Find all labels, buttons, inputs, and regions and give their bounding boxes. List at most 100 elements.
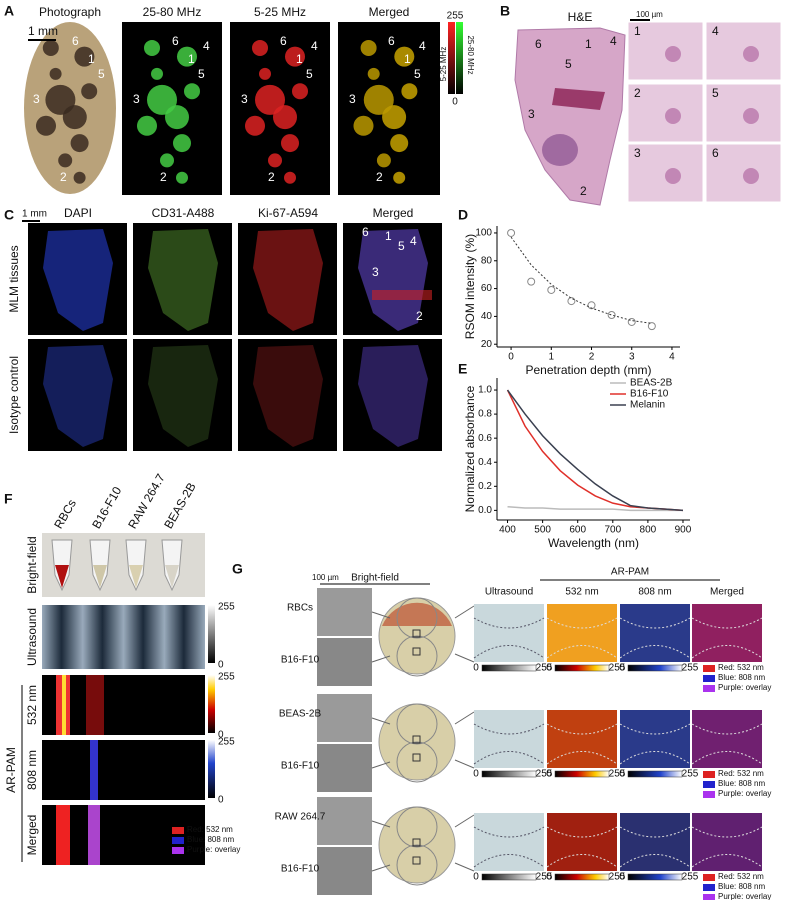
colorbar-min: 0	[452, 97, 458, 108]
row-label: Merged	[25, 815, 39, 856]
tube-content	[129, 565, 143, 588]
colorbar	[208, 605, 215, 663]
image	[620, 813, 690, 871]
legend-label: Red: 532 nm	[718, 872, 764, 881]
y-tick-label: 80	[481, 255, 493, 266]
legend-label: Red: 532 nm	[187, 825, 233, 834]
region-label: 3	[372, 265, 379, 279]
lesion	[353, 115, 374, 136]
region-label: 5	[398, 239, 405, 253]
region-label: 2	[268, 170, 275, 184]
roi	[412, 856, 421, 865]
x-tick-label: 800	[640, 525, 657, 536]
legend-label: Blue: 808 nm	[187, 835, 234, 844]
region-label: 5	[98, 67, 105, 81]
legend-swatch	[172, 837, 184, 844]
colorbar	[627, 873, 683, 881]
legend-swatch	[703, 685, 715, 692]
lesion	[176, 171, 188, 184]
data-point	[627, 317, 636, 326]
lesion	[36, 115, 56, 136]
lesion	[252, 39, 268, 56]
lesion	[255, 84, 285, 115]
colorbar-max: 255	[536, 872, 553, 883]
lesion	[173, 134, 191, 153]
colorbar-min: 0	[473, 663, 479, 674]
image	[692, 604, 762, 662]
tissue	[43, 229, 113, 331]
colorbar	[481, 873, 537, 881]
colorbar	[448, 22, 455, 94]
column-header: 25-80 MHz	[143, 5, 202, 19]
tissue	[358, 229, 428, 331]
scale-bar-label: 1 mm	[22, 209, 47, 220]
colorbar	[456, 22, 463, 94]
scale-bar-label: 100 µm	[312, 573, 339, 582]
y-axis-label: Normalized absorbance	[463, 385, 477, 512]
lesion	[74, 46, 95, 67]
x-tick-label: 1	[549, 352, 555, 363]
column-header: Merged	[373, 206, 414, 220]
lesion	[363, 84, 394, 115]
colorbar-min: 0	[473, 872, 479, 883]
image	[620, 710, 690, 768]
region-label: 4	[203, 39, 210, 53]
region-label: 6	[535, 37, 542, 51]
region-label: 1	[188, 52, 195, 66]
data-point	[607, 311, 616, 320]
roi	[412, 735, 421, 744]
he-detail	[743, 108, 759, 124]
y-tick-label: 0.2	[478, 481, 492, 492]
x-tick-label: 600	[569, 525, 586, 536]
lesion	[273, 105, 297, 130]
bright-field-image	[317, 588, 372, 636]
x-tick-label: 0	[508, 352, 514, 363]
legend-label: Red: 532 nm	[718, 663, 764, 672]
region-label: 3	[241, 92, 248, 106]
region-label: 5	[306, 67, 313, 81]
x-axis-label: Wavelength (nm)	[548, 536, 639, 550]
signal	[62, 675, 66, 735]
data-point	[547, 285, 556, 294]
well	[396, 703, 438, 745]
region-label: 3	[634, 146, 641, 160]
region-label: 3	[133, 92, 140, 106]
x-tick-label: 400	[499, 525, 516, 536]
region-label: 4	[311, 39, 318, 53]
lesion	[49, 67, 62, 80]
lesion	[81, 83, 98, 100]
signal	[86, 675, 104, 735]
zoom-line	[454, 759, 475, 769]
lesion	[62, 105, 87, 130]
image	[42, 740, 205, 800]
colorbar	[208, 740, 215, 798]
region-label: 1	[296, 52, 303, 66]
region-label: 2	[376, 170, 383, 184]
x-tick-label: 500	[534, 525, 551, 536]
zoom-line	[371, 655, 391, 663]
lesion	[401, 83, 418, 100]
region-label: 6	[388, 34, 395, 48]
colorbar-min: 0	[619, 769, 625, 780]
data-point	[507, 228, 516, 237]
image	[474, 813, 544, 871]
colorbar-max: 255	[609, 769, 626, 780]
lesion	[393, 171, 406, 184]
colorbar-min: 0	[546, 663, 552, 674]
region-label: 2	[580, 184, 587, 198]
region-label: 3	[349, 92, 356, 106]
colorbar-label: 25-80 MHz	[466, 35, 475, 74]
y-tick-label: 1.0	[478, 385, 492, 396]
boundary	[546, 617, 618, 659]
lesion	[58, 153, 73, 168]
region-label: 3	[528, 107, 535, 121]
lesion	[390, 134, 409, 153]
region-label: 4	[103, 39, 110, 53]
column-header: CD31-A488	[152, 206, 215, 220]
x-tick-label: 3	[629, 352, 635, 363]
boundary	[473, 617, 545, 659]
legend-swatch	[703, 874, 715, 881]
legend-label: Blue: 808 nm	[718, 673, 765, 682]
lesion	[259, 67, 271, 80]
x-tick-label: 2	[589, 352, 595, 363]
